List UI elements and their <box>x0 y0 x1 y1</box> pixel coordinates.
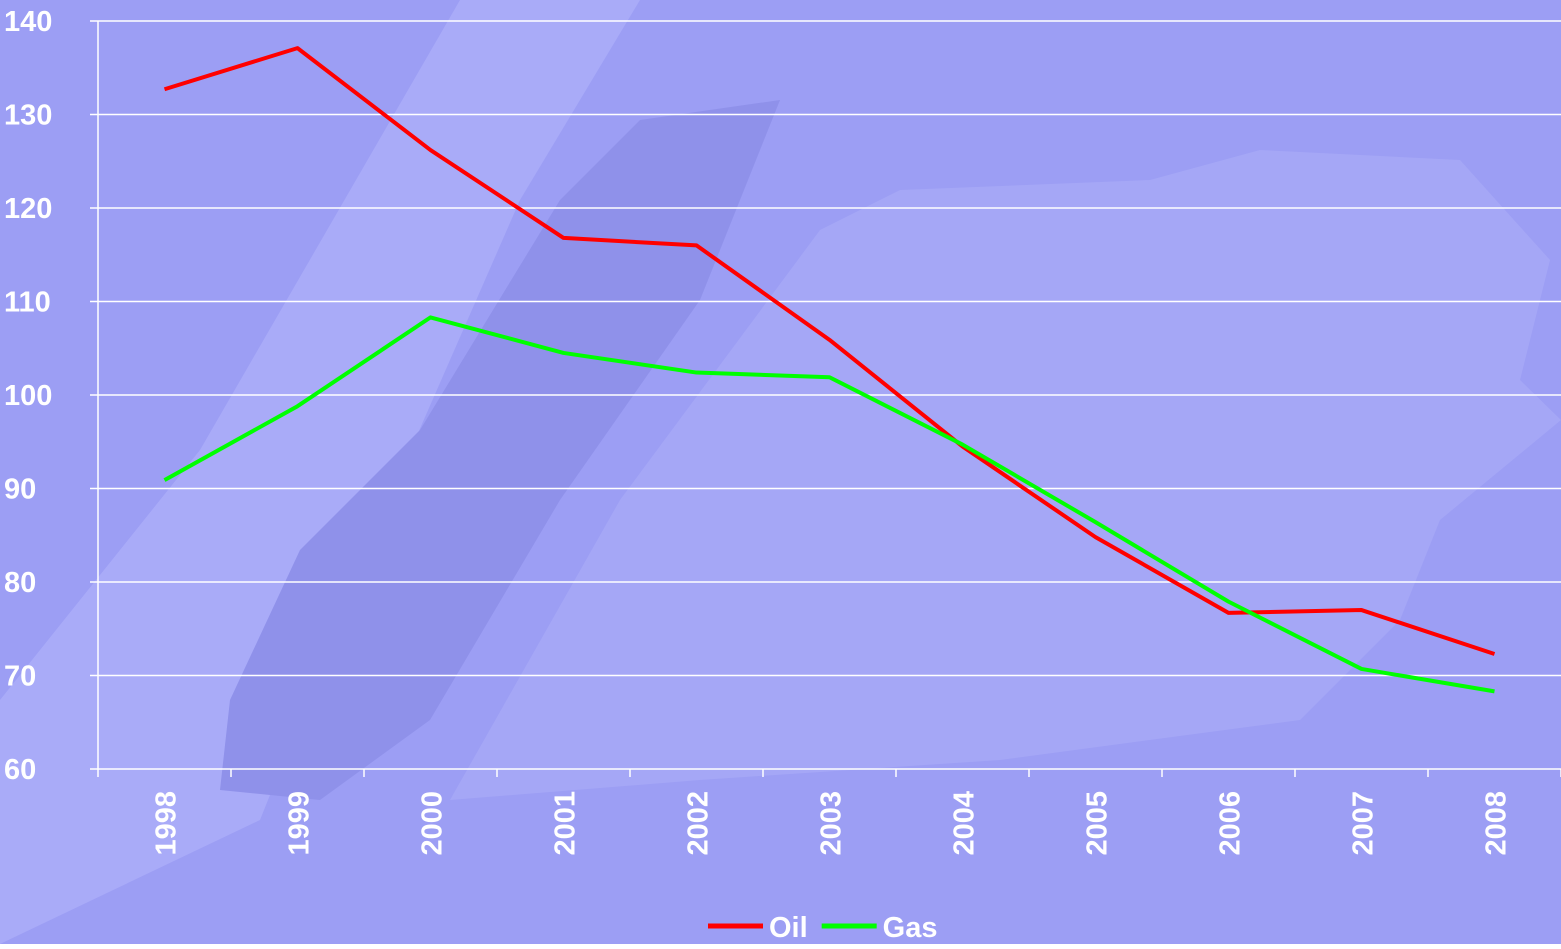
y-tick-label: 130 <box>4 100 52 132</box>
line-series <box>163 46 1496 656</box>
y-tick-label: 60 <box>4 754 36 786</box>
legend-label: Gas <box>883 912 938 944</box>
y-tick-label: 140 <box>4 6 52 38</box>
legend-label: Oil <box>769 912 808 944</box>
x-tick-label: 2005 <box>1082 791 1114 856</box>
y-tick-label: 80 <box>4 567 36 599</box>
x-tick-label: 2007 <box>1348 791 1380 856</box>
x-tick-label: 2002 <box>683 791 715 856</box>
x-tick-label: 2003 <box>816 791 848 856</box>
background-shape <box>0 0 640 944</box>
x-tick-label: 2000 <box>417 791 449 856</box>
y-tick-label: 100 <box>4 380 52 412</box>
x-tick-label: 1999 <box>284 791 316 856</box>
x-tick-label: 1998 <box>151 791 183 856</box>
x-tick-label: 2006 <box>1215 791 1247 856</box>
x-tick-label: 2008 <box>1481 791 1513 856</box>
line-series <box>163 315 1495 694</box>
x-tick-label: 2004 <box>949 791 981 856</box>
background-shape <box>220 100 780 800</box>
y-tick-label: 70 <box>4 661 36 693</box>
y-tick-label: 120 <box>4 193 52 225</box>
x-tick-label: 2001 <box>550 791 582 856</box>
y-tick-label: 90 <box>4 474 36 506</box>
y-tick-label: 110 <box>4 287 51 319</box>
